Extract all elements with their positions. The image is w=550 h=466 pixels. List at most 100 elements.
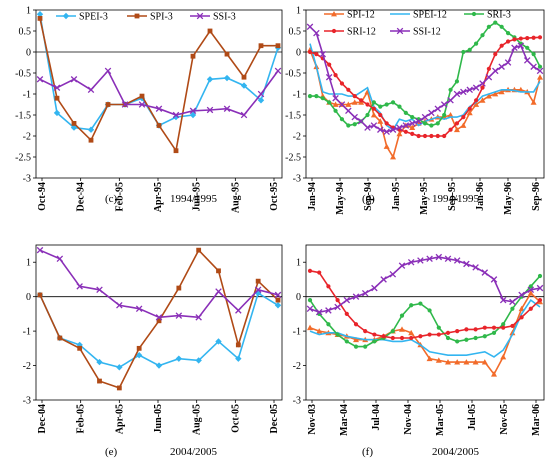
- data-point: [415, 118, 422, 125]
- data-point: [175, 312, 183, 319]
- legend-label: SSI-3: [213, 12, 236, 23]
- data-point: [445, 335, 451, 341]
- data-point: [335, 298, 340, 303]
- data-point: [409, 124, 416, 130]
- data-point: [352, 94, 357, 99]
- data-point: [189, 111, 197, 119]
- data-point: [408, 329, 415, 336]
- data-point: [155, 362, 163, 369]
- data-point: [454, 359, 461, 365]
- data-point: [54, 95, 60, 101]
- data-point: [530, 99, 537, 105]
- data-point: [537, 298, 543, 303]
- data-point: [307, 298, 313, 303]
- x-tick-label: May-95: [419, 182, 430, 215]
- series-spi-3: [37, 247, 281, 391]
- y-tick-label: -2: [293, 361, 301, 372]
- data-point: [390, 335, 395, 341]
- data-point: [334, 303, 341, 311]
- data-point: [36, 11, 44, 18]
- data-point: [377, 126, 384, 133]
- data-point: [427, 332, 432, 337]
- data-point: [501, 325, 506, 330]
- data-point: [320, 96, 325, 101]
- y-tick-label: -3: [293, 174, 301, 185]
- data-point: [474, 41, 479, 46]
- data-point: [307, 94, 313, 99]
- data-point: [426, 255, 433, 263]
- data-point: [306, 23, 314, 31]
- data-point: [155, 105, 163, 112]
- x-tick-label: Aug-05: [192, 404, 203, 435]
- series-ssi-12: [306, 253, 544, 316]
- data-point: [335, 332, 340, 337]
- data-point: [346, 123, 351, 128]
- legend-marker: [396, 27, 404, 35]
- data-point: [88, 137, 94, 143]
- data-point: [417, 257, 424, 264]
- series-line: [309, 298, 541, 358]
- series-spei-12: [309, 298, 541, 358]
- data-point: [275, 43, 281, 49]
- legend: SPI-12 SPEI-12 SRI-3 SRI-12 SSI-12: [324, 10, 511, 38]
- data-point: [359, 98, 364, 103]
- data-point: [345, 107, 352, 115]
- data-point: [326, 284, 331, 289]
- data-point: [87, 126, 95, 133]
- y-tick-label: 1: [296, 6, 301, 17]
- series-line: [39, 14, 279, 131]
- data-point: [480, 85, 485, 90]
- data-point: [481, 359, 488, 365]
- data-point: [453, 257, 461, 264]
- x-tick-label: Dec-05: [269, 404, 280, 433]
- chart-panel-d: 1 0.5 0 -0.5 -1 -1.5 -2 -2.5 -3 Jan-94 May-94 Sep-9…: [285, 6, 545, 215]
- data-point: [467, 47, 472, 53]
- x-tick-label: Jun-95: [192, 182, 203, 211]
- panel-caption: 2004/2005: [170, 446, 218, 458]
- y-tick-label: 0: [26, 292, 31, 303]
- data-point: [453, 126, 460, 133]
- legend-marker: [134, 13, 140, 19]
- data-point: [37, 292, 43, 298]
- data-point: [346, 87, 351, 92]
- data-point: [390, 100, 396, 105]
- data-point: [325, 307, 332, 314]
- data-point: [518, 291, 525, 299]
- data-point: [486, 24, 491, 29]
- data-point: [409, 335, 414, 341]
- panel-letter: (c): [105, 193, 118, 205]
- data-point: [479, 80, 486, 87]
- legend-label: SRI-3: [487, 10, 511, 21]
- data-point: [390, 154, 397, 160]
- x-tick-label: Mar-06: [531, 404, 542, 436]
- data-point: [36, 246, 44, 254]
- data-point: [325, 73, 333, 81]
- data-point: [371, 284, 378, 292]
- x-tick-label: Oct-94: [37, 182, 48, 211]
- x-tick-label: Oct-95: [269, 182, 280, 211]
- data-point: [444, 255, 452, 263]
- data-point: [383, 143, 390, 149]
- data-point: [172, 113, 180, 121]
- data-point: [255, 278, 261, 284]
- data-point: [512, 37, 517, 42]
- data-point: [530, 63, 537, 70]
- data-point: [345, 101, 352, 107]
- data-point: [316, 328, 323, 334]
- data-point: [490, 276, 498, 283]
- x-tick-label: Jan-94: [307, 182, 318, 211]
- data-point: [498, 63, 505, 70]
- data-point: [460, 122, 467, 128]
- y-tick-label: 0: [26, 48, 31, 59]
- data-point: [353, 336, 359, 343]
- data-point: [155, 314, 163, 321]
- data-point: [505, 30, 511, 36]
- data-point: [216, 268, 221, 274]
- data-point: [492, 91, 499, 97]
- data-point: [454, 79, 460, 84]
- data-point: [351, 99, 358, 105]
- data-point: [361, 289, 369, 297]
- data-point: [421, 113, 429, 121]
- data-point: [338, 101, 346, 108]
- data-point: [472, 84, 480, 91]
